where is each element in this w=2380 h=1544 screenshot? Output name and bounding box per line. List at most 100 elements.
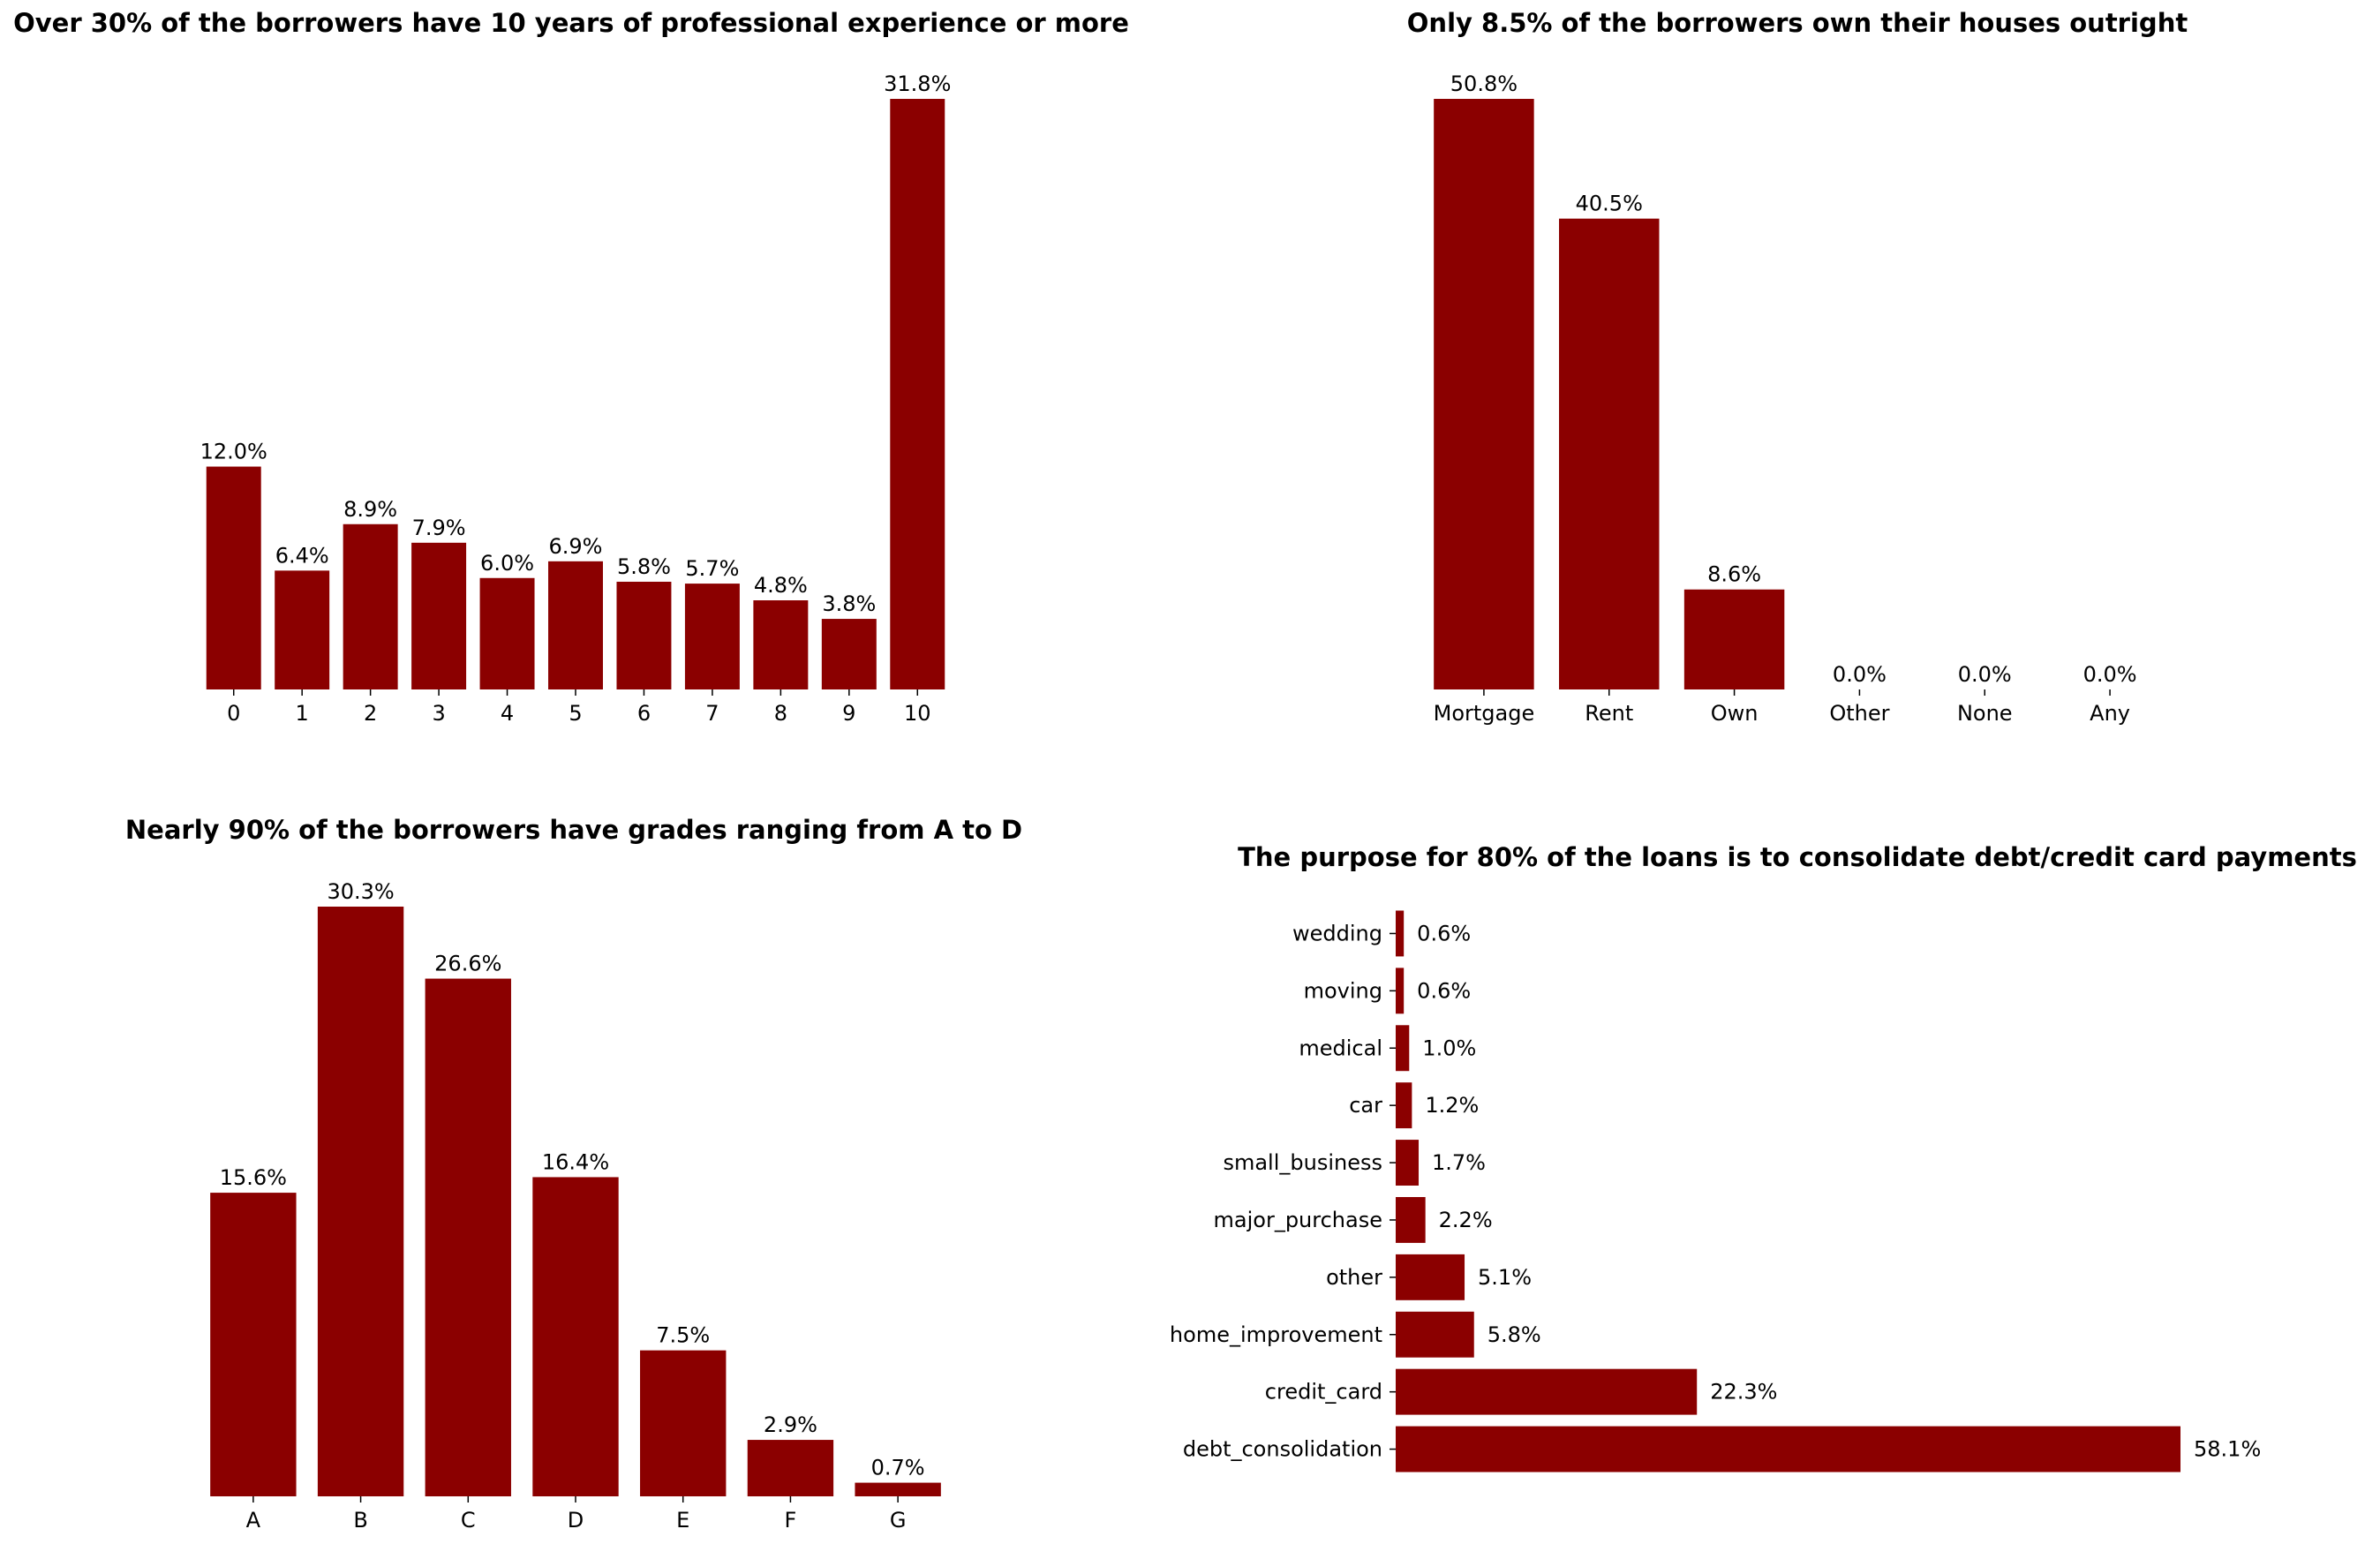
bar-0 — [206, 466, 261, 689]
bar-7 — [684, 584, 740, 689]
value-label-small-business: 1.7% — [1432, 1150, 1486, 1175]
tick-label-2: 2 — [364, 701, 377, 726]
value-label-2: 8.9% — [343, 497, 397, 522]
bar-major-purchase — [1396, 1196, 1426, 1243]
tick-label-credit-card: credit_card — [1265, 1380, 1382, 1405]
value-label-4: 6.0% — [480, 551, 534, 576]
value-label-medical: 1.0% — [1422, 1036, 1476, 1060]
tick-label-major-purchase: major_purchase — [1214, 1208, 1382, 1232]
tick-label-any: Any — [2090, 701, 2130, 726]
value-label-b: 30.3% — [327, 879, 394, 904]
tick-label-1: 1 — [296, 701, 309, 726]
tick-label-9: 9 — [842, 701, 855, 726]
tick-label-other: other — [1326, 1265, 1382, 1290]
bar-car — [1396, 1082, 1412, 1129]
value-label-d: 16.4% — [542, 1149, 609, 1174]
tick-label-home-improvement: home_improvement — [1170, 1322, 1382, 1347]
value-label-car: 1.2% — [1425, 1093, 1479, 1118]
tick-label-b: B — [353, 1508, 367, 1533]
tick-label-7: 7 — [705, 701, 719, 726]
tick-label-small-business: small_business — [1223, 1150, 1382, 1175]
tick-label-debt-consolidation: debt_consolidation — [1183, 1437, 1382, 1462]
bar-a — [210, 1193, 297, 1496]
value-label-own: 8.6% — [1707, 562, 1761, 587]
value-label-a: 15.6% — [220, 1165, 287, 1190]
bar-8 — [753, 600, 809, 689]
chart-title-grades: Nearly 90% of the borrowers have grades … — [125, 815, 1022, 845]
bar-3 — [411, 542, 467, 689]
value-label-3: 7.9% — [412, 516, 466, 540]
bar-4 — [479, 577, 535, 689]
value-label-c: 26.6% — [434, 952, 501, 976]
bar-f — [747, 1440, 834, 1496]
value-label-e: 7.5% — [656, 1323, 710, 1348]
chart-title-loan-purpose: The purpose for 80% of the loans is to c… — [1238, 842, 2357, 872]
value-label-10: 31.8% — [884, 72, 951, 96]
value-label-any: 0.0% — [2083, 662, 2137, 687]
tick-label-5: 5 — [569, 701, 582, 726]
bar-d — [532, 1177, 619, 1496]
value-label-mortgage: 50.8% — [1450, 72, 1518, 96]
value-label-other: 0.0% — [1833, 662, 1887, 687]
value-label-credit-card: 22.3% — [1710, 1380, 1777, 1405]
panel-loan-purpose: The purpose for 80% of the loans is to c… — [1170, 842, 2357, 1472]
panel-experience: Over 30% of the borrowers have 10 years … — [13, 8, 1129, 726]
tick-label-10: 10 — [904, 701, 931, 726]
bar-10 — [890, 99, 945, 689]
bar-b — [317, 907, 404, 1496]
bar-moving — [1396, 968, 1405, 1014]
value-label-moving: 0.6% — [1417, 978, 1471, 1003]
value-label-f: 2.9% — [764, 1412, 817, 1437]
bar-2 — [343, 523, 398, 689]
value-label-none: 0.0% — [1958, 662, 2012, 687]
value-label-g: 0.7% — [871, 1456, 925, 1480]
tick-label-none: None — [1957, 701, 2013, 726]
value-label-debt-consolidation: 58.1% — [2194, 1437, 2261, 1462]
value-label-7: 5.7% — [685, 556, 739, 581]
bar-c — [425, 978, 511, 1496]
tick-label-g: G — [890, 1508, 907, 1533]
chart-title-home-ownership: Only 8.5% of the borrowers own their hou… — [1407, 8, 2188, 38]
bar-credit-card — [1396, 1368, 1698, 1415]
tick-label-car: car — [1349, 1093, 1382, 1118]
tick-label-a: A — [246, 1508, 261, 1533]
panel-home-ownership: Only 8.5% of the borrowers own their hou… — [1407, 8, 2188, 726]
bar-wedding — [1396, 910, 1405, 957]
tick-label-e: E — [676, 1508, 689, 1533]
tick-label-other: Other — [1829, 701, 1889, 726]
tick-label-f: F — [785, 1508, 797, 1533]
value-label-5: 6.9% — [549, 534, 603, 559]
bar-5 — [548, 561, 603, 689]
tick-label-8: 8 — [774, 701, 787, 726]
bar-1 — [275, 570, 330, 689]
chart-title-experience: Over 30% of the borrowers have 10 years … — [13, 8, 1129, 38]
bar-e — [640, 1350, 727, 1496]
value-label-other: 5.1% — [1478, 1265, 1532, 1290]
bar-own — [1683, 589, 1785, 689]
value-label-1: 6.4% — [275, 543, 329, 568]
tick-label-mortgage: Mortgage — [1434, 701, 1535, 726]
bar-small-business — [1396, 1140, 1420, 1186]
value-label-major-purchase: 2.2% — [1439, 1208, 1493, 1232]
tick-label-own: Own — [1711, 701, 1759, 726]
tick-label-4: 4 — [501, 701, 514, 726]
tick-label-wedding: wedding — [1292, 921, 1382, 945]
tick-label-6: 6 — [637, 701, 651, 726]
bar-mortgage — [1434, 99, 1534, 689]
panel-grades: Nearly 90% of the borrowers have grades … — [125, 815, 1022, 1533]
value-label-9: 3.8% — [822, 591, 876, 616]
bar-other — [1396, 1254, 1465, 1300]
tick-label-c: C — [461, 1508, 476, 1533]
value-label-6: 5.8% — [617, 554, 671, 579]
tick-label-medical: medical — [1299, 1036, 1382, 1060]
value-label-wedding: 0.6% — [1417, 921, 1471, 945]
value-label-home-improvement: 5.8% — [1488, 1322, 1541, 1347]
bar-6 — [616, 581, 672, 689]
bar-home-improvement — [1396, 1311, 1474, 1358]
tick-label-d: D — [568, 1508, 584, 1533]
tick-label-rent: Rent — [1585, 701, 1633, 726]
tick-label-moving: moving — [1304, 978, 1382, 1003]
tick-label-0: 0 — [227, 701, 240, 726]
bar-medical — [1396, 1025, 1410, 1072]
bar-rent — [1559, 218, 1660, 690]
